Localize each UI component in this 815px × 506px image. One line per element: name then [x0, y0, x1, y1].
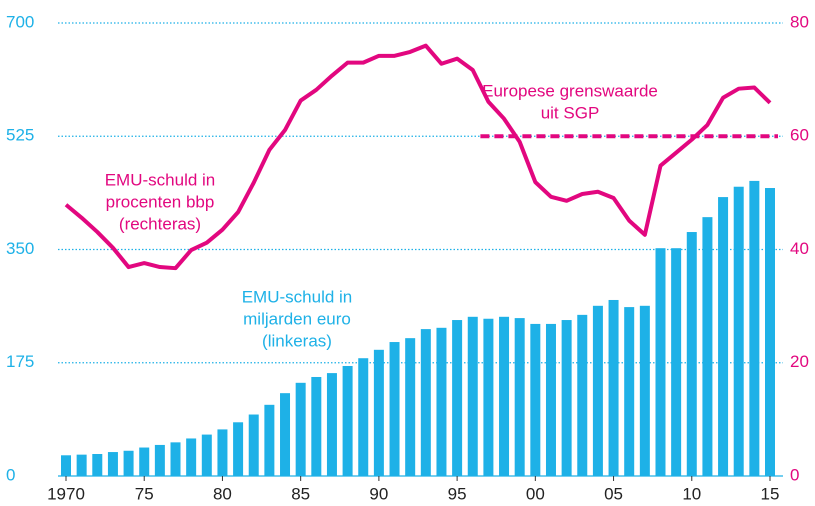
- y-tick-label: 700: [6, 12, 34, 31]
- bar: [483, 318, 494, 476]
- x-tick-label: 90: [369, 484, 388, 503]
- y-tick-label: 0: [6, 465, 15, 484]
- y2-tick-label: 40: [790, 239, 809, 258]
- bar: [671, 248, 682, 476]
- bar: [733, 186, 744, 476]
- bar: [264, 404, 275, 476]
- annotation: miljarden euro: [243, 309, 351, 328]
- bar: [718, 197, 729, 476]
- bar: [577, 314, 588, 476]
- bar: [608, 299, 619, 476]
- bar: [92, 453, 103, 476]
- bar: [373, 349, 384, 476]
- bar: [186, 438, 197, 476]
- x-tick-label: 85: [291, 484, 310, 503]
- bar: [76, 454, 87, 476]
- x-tick-label: 80: [213, 484, 232, 503]
- x-tick-label: 10: [682, 484, 701, 503]
- bar: [686, 232, 697, 476]
- bar: [467, 316, 478, 476]
- x-tick-label: 05: [604, 484, 623, 503]
- x-tick-label: 00: [526, 484, 545, 503]
- annotation: procenten bbp: [106, 192, 215, 211]
- annotation: (rechteras): [119, 214, 201, 233]
- bar: [389, 342, 400, 476]
- bar: [61, 455, 71, 476]
- x-tick-label: 75: [135, 484, 154, 503]
- bar: [217, 429, 228, 476]
- bar: [233, 422, 244, 476]
- y2-tick-label: 60: [790, 126, 809, 145]
- bar: [311, 376, 322, 476]
- bar: [295, 382, 306, 476]
- bar: [702, 217, 713, 476]
- line: [64, 43, 772, 271]
- bar: [123, 450, 134, 476]
- bar: [280, 393, 291, 476]
- bar: [358, 358, 369, 476]
- bar: [545, 323, 556, 476]
- y-tick-label: 175: [6, 352, 34, 371]
- bar: [326, 373, 337, 476]
- annotation: Europese grenswaarde: [482, 81, 658, 100]
- x-tick-label: 1970: [47, 484, 85, 503]
- bar: [624, 307, 635, 476]
- bar: [342, 365, 353, 476]
- x-tick-label: 15: [761, 484, 780, 503]
- bar: [655, 248, 666, 476]
- bar: [436, 327, 447, 476]
- annotation: uit SGP: [541, 103, 600, 122]
- y-tick-label: 350: [6, 239, 34, 258]
- bar: [530, 323, 541, 476]
- bar: [248, 414, 259, 476]
- y-tick-label: 525: [6, 126, 34, 145]
- bar: [170, 442, 181, 476]
- annotation: (linkeras): [262, 331, 332, 350]
- annotation: EMU-schuld in: [242, 287, 353, 306]
- bar: [405, 338, 416, 476]
- bar: [201, 434, 212, 476]
- bar: [561, 320, 572, 476]
- bar: [154, 444, 165, 476]
- bar: [749, 180, 760, 476]
- bar: [452, 320, 463, 476]
- bar: [592, 305, 603, 476]
- bar: [639, 305, 650, 476]
- bar: [139, 447, 150, 476]
- y2-tick-label: 20: [790, 352, 809, 371]
- bar: [420, 329, 431, 476]
- bar: [765, 188, 775, 476]
- x-tick-label: 95: [448, 484, 467, 503]
- bar: [514, 318, 525, 476]
- bar: [107, 452, 118, 476]
- y2-tick-label: 80: [790, 12, 809, 31]
- bar: [499, 316, 510, 476]
- y2-tick-label: 0: [790, 465, 799, 484]
- annotation: EMU-schuld in: [105, 170, 216, 189]
